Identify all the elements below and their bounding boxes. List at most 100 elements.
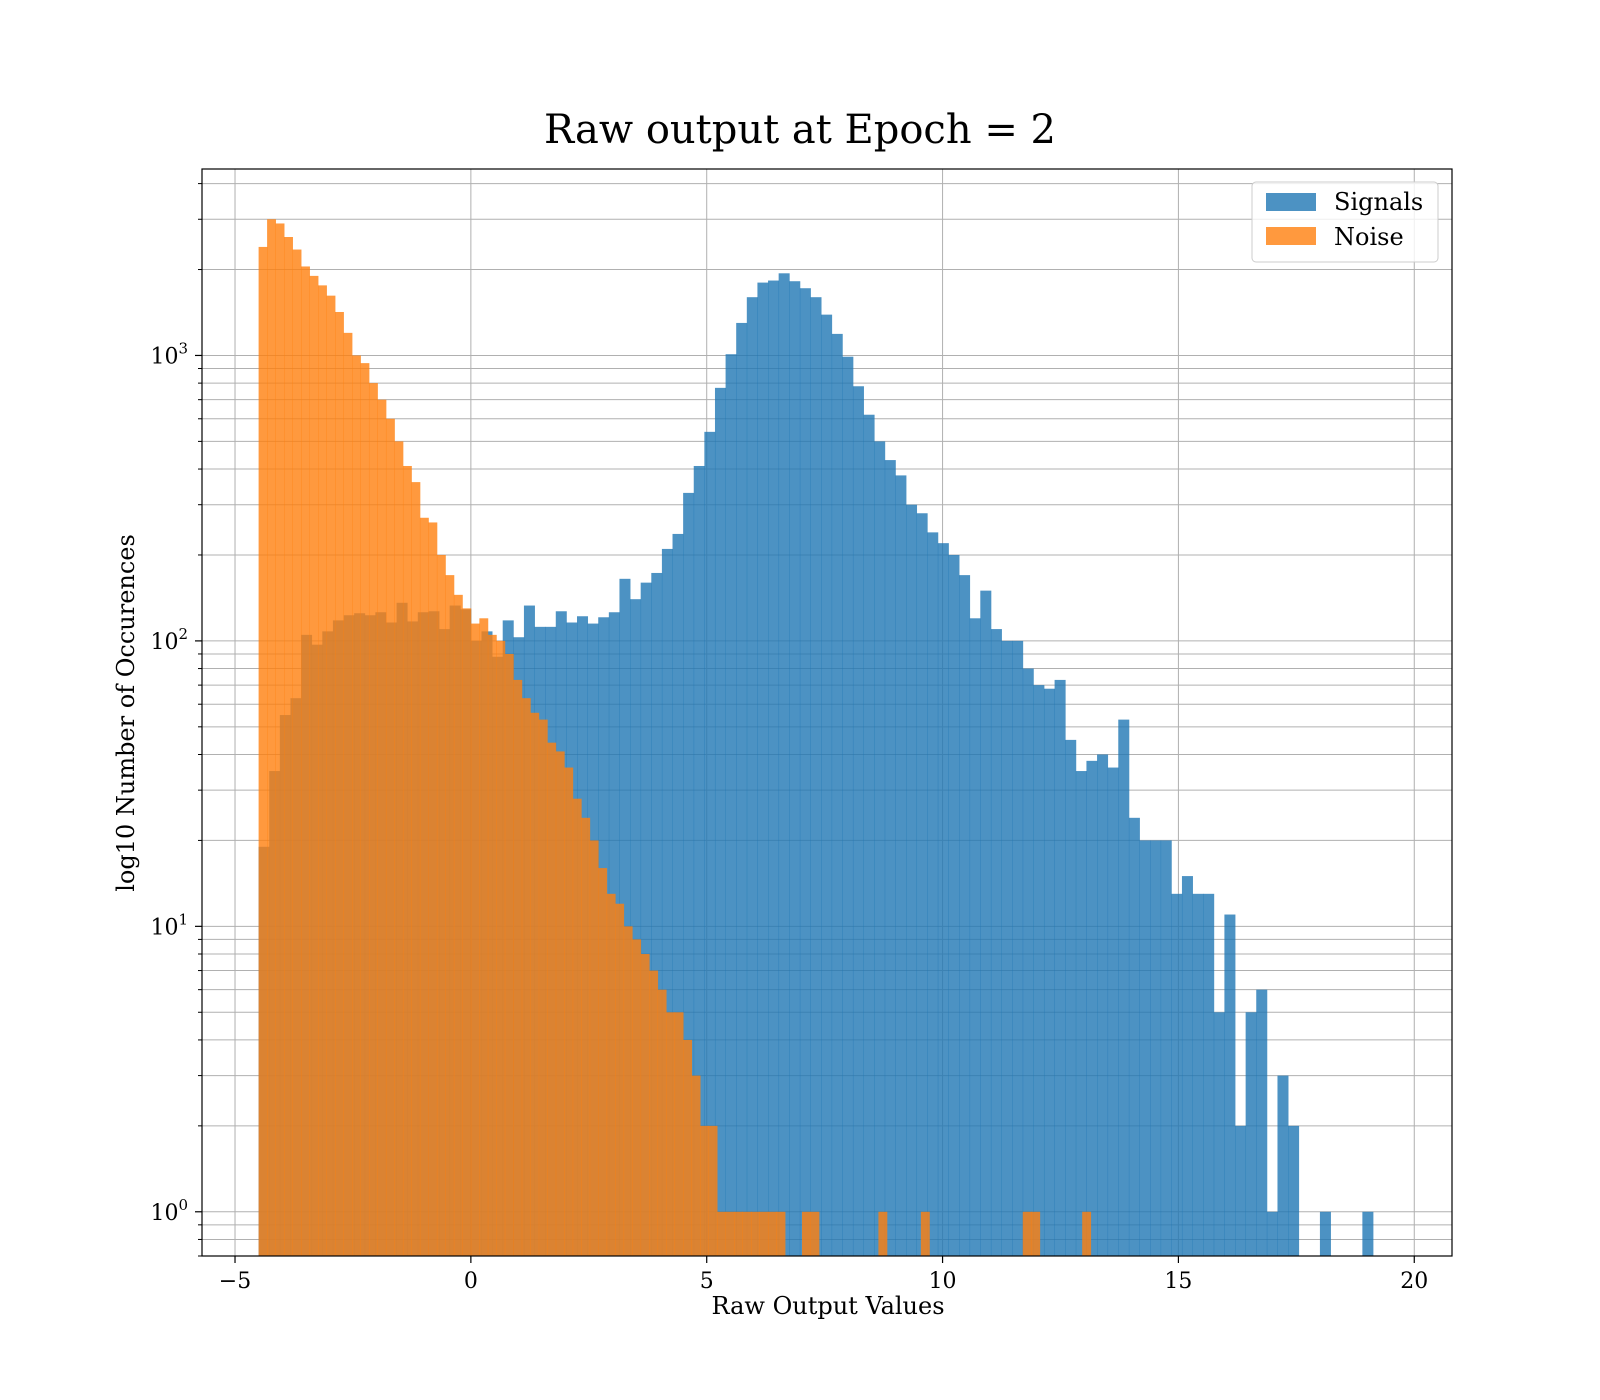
histogram-bar bbox=[309, 275, 319, 1256]
histogram-bar bbox=[661, 548, 673, 1256]
histogram-bar bbox=[666, 1012, 676, 1256]
histogram-bar bbox=[343, 332, 353, 1256]
histogram-bar bbox=[831, 333, 843, 1257]
axes-frame bbox=[201, 168, 1453, 1257]
histogram-bar bbox=[1082, 1211, 1092, 1256]
histogram-bar bbox=[530, 712, 540, 1256]
histogram-bar bbox=[714, 387, 726, 1256]
histogram-bar bbox=[462, 608, 472, 1256]
x-tick-label: 15 bbox=[1164, 1269, 1192, 1294]
histogram-bar bbox=[360, 363, 370, 1256]
histogram-bar bbox=[1213, 1012, 1225, 1256]
histogram-bar bbox=[1181, 876, 1193, 1256]
histogram-bar bbox=[1224, 914, 1236, 1256]
histogram-bar bbox=[411, 482, 421, 1256]
histogram-bar bbox=[640, 954, 650, 1256]
histogram-bar bbox=[746, 297, 758, 1256]
histogram-bar bbox=[301, 266, 310, 1256]
histogram-bar bbox=[768, 280, 780, 1256]
histogram-bar bbox=[802, 1211, 811, 1256]
histogram-bar bbox=[789, 281, 801, 1256]
histogram-bar bbox=[916, 513, 928, 1256]
histogram-bar bbox=[657, 989, 667, 1256]
histogram-bar bbox=[572, 798, 582, 1256]
histogram-bar bbox=[810, 1211, 820, 1256]
histogram-bar bbox=[852, 386, 864, 1256]
histogram-bar bbox=[428, 522, 438, 1256]
histogram-bar bbox=[436, 554, 446, 1256]
histogram-bar bbox=[874, 441, 886, 1256]
histogram-bar bbox=[725, 1211, 735, 1256]
histogram-bar bbox=[776, 1211, 786, 1256]
y-axis-label: log10 Number of Occurences bbox=[112, 534, 140, 892]
histogram-bar bbox=[258, 246, 268, 1256]
histogram-bar bbox=[969, 618, 981, 1256]
histogram-bar bbox=[863, 414, 875, 1257]
histogram-bar bbox=[581, 817, 591, 1256]
histogram-bar bbox=[619, 578, 631, 1256]
histogram-bar bbox=[1288, 1125, 1300, 1256]
histogram-bar bbox=[292, 249, 302, 1256]
histogram-bar bbox=[1054, 679, 1066, 1256]
x-tick-label: 0 bbox=[464, 1269, 478, 1294]
histogram-bar bbox=[990, 629, 1002, 1256]
histogram-bar bbox=[674, 1012, 684, 1256]
histogram-bar bbox=[1171, 893, 1183, 1256]
histogram-bar bbox=[1203, 893, 1215, 1256]
histogram-bar bbox=[394, 441, 404, 1256]
histogram-bar bbox=[1043, 688, 1055, 1256]
histogram-bar bbox=[736, 322, 748, 1256]
histogram-bar bbox=[564, 767, 574, 1256]
histogram-bar bbox=[759, 1211, 769, 1256]
histogram-bar bbox=[1277, 1075, 1289, 1256]
histogram-bar bbox=[672, 533, 684, 1256]
histogram-bar bbox=[419, 517, 429, 1256]
histogram-bar bbox=[275, 223, 285, 1257]
histogram-bar bbox=[352, 355, 361, 1256]
histogram-bar bbox=[555, 751, 565, 1256]
histogram-bar bbox=[1097, 754, 1109, 1256]
histogram-bar bbox=[1128, 817, 1140, 1256]
histogram-bar bbox=[547, 742, 557, 1256]
histogram-bar bbox=[742, 1211, 752, 1256]
legend-label-signals: Signals bbox=[1334, 188, 1423, 216]
histogram-bar bbox=[385, 418, 395, 1256]
histogram-bar bbox=[821, 314, 833, 1256]
y-tick-label: 102 bbox=[150, 625, 188, 655]
histogram-bar bbox=[693, 465, 705, 1257]
y-tick-label: 103 bbox=[150, 339, 188, 369]
histogram-bar bbox=[878, 1211, 888, 1256]
histogram-bar bbox=[632, 939, 642, 1256]
bars-layer bbox=[258, 219, 1374, 1257]
legend: Signals Noise bbox=[1251, 181, 1439, 263]
histogram-bar bbox=[1012, 640, 1024, 1256]
histogram-bar bbox=[513, 679, 523, 1256]
histogram-bar bbox=[778, 273, 790, 1257]
histogram-bar bbox=[589, 840, 599, 1256]
histogram-bar bbox=[284, 237, 293, 1256]
histogram-bar bbox=[598, 868, 608, 1256]
histogram-bar bbox=[1139, 840, 1151, 1256]
histogram-bar bbox=[453, 594, 463, 1256]
histogram-bar bbox=[691, 1075, 701, 1256]
ticks-layer: −5 0 5 10 15 20 100 101 102 103 bbox=[150, 183, 1428, 1294]
histogram-bar bbox=[799, 288, 811, 1256]
histogram-bar bbox=[1022, 1211, 1032, 1256]
legend-swatch-noise bbox=[1266, 227, 1316, 245]
histogram-bar bbox=[630, 599, 642, 1256]
histogram-bar bbox=[318, 285, 327, 1256]
histogram-bar bbox=[683, 492, 695, 1257]
histogram-bar bbox=[842, 356, 854, 1256]
histogram-bar bbox=[751, 1211, 760, 1256]
x-tick-label: −5 bbox=[219, 1269, 251, 1294]
histogram-bar bbox=[326, 295, 336, 1256]
histogram-bar bbox=[615, 903, 625, 1256]
histogram-bar bbox=[1001, 640, 1013, 1256]
y-tick-label: 101 bbox=[150, 910, 188, 940]
histogram-bar bbox=[704, 431, 716, 1256]
histogram-bar bbox=[479, 618, 489, 1256]
series-noise bbox=[258, 219, 1092, 1257]
histogram-bar bbox=[1245, 1012, 1257, 1256]
histogram-bar bbox=[1118, 719, 1130, 1256]
